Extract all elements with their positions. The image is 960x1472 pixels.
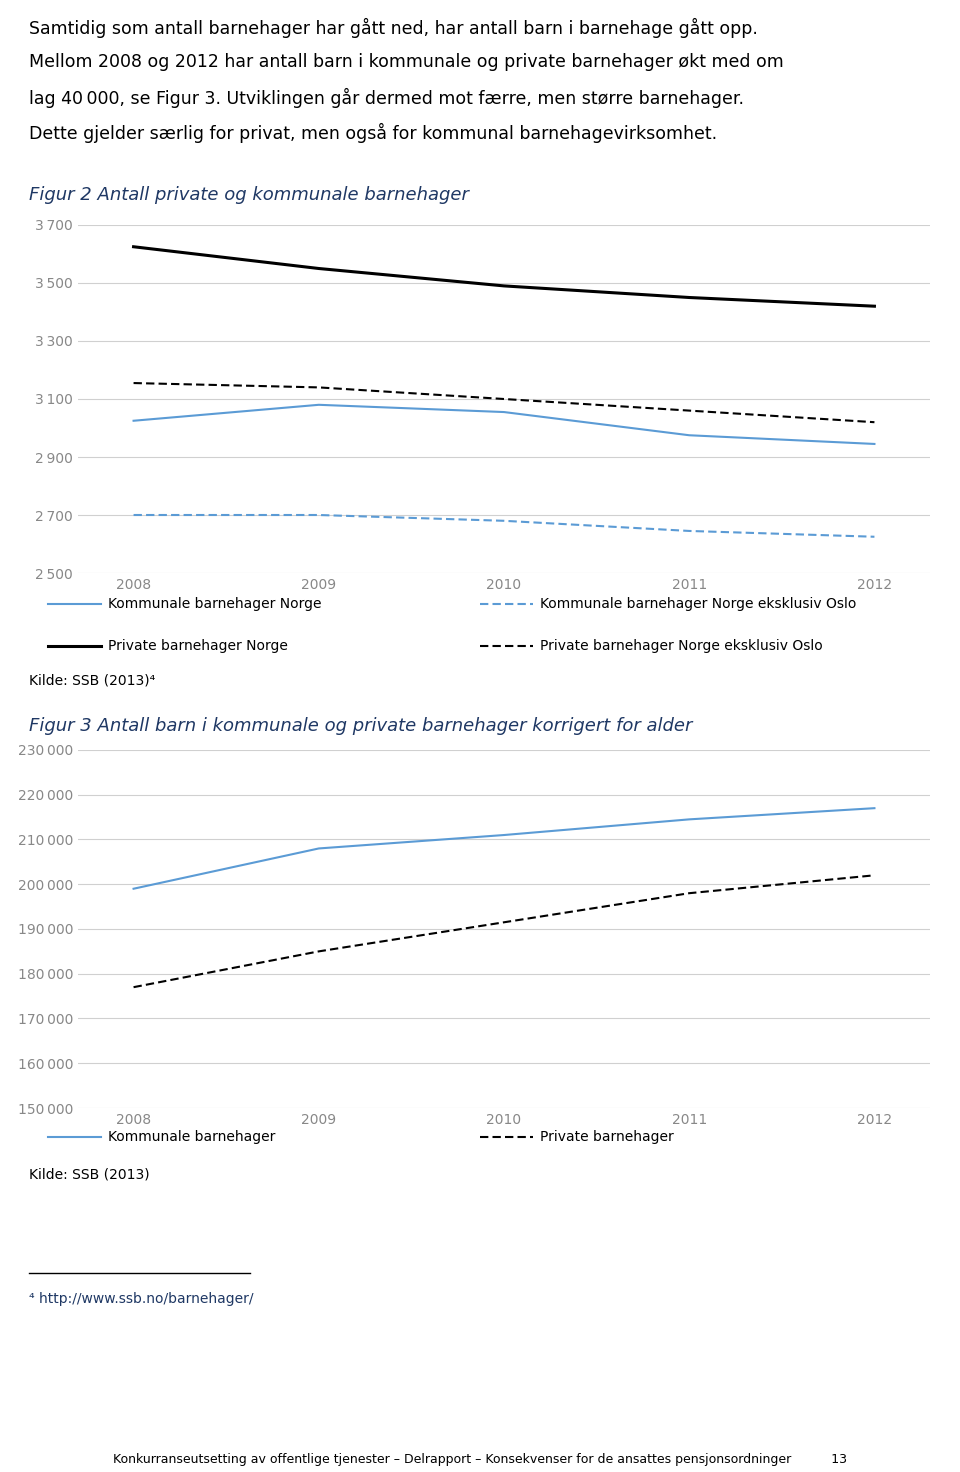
Text: Figur 3 Antall barn i kommunale og private barnehager korrigert for alder: Figur 3 Antall barn i kommunale og priva… (29, 717, 692, 735)
Text: Konkurranseutsetting av offentlige tjenester – Delrapport – Konsekvenser for de : Konkurranseutsetting av offentlige tjene… (113, 1453, 847, 1466)
Text: Dette gjelder særlig for privat, men også for kommunal barnehagevirksomhet.: Dette gjelder særlig for privat, men ogs… (29, 124, 717, 143)
Text: Private barnehager: Private barnehager (540, 1130, 674, 1144)
Text: Kommunale barnehager: Kommunale barnehager (108, 1130, 276, 1144)
Text: Samtidig som antall barnehager har gått ned, har antall barn i barnehage gått op: Samtidig som antall barnehager har gått … (29, 18, 757, 38)
Text: Kommunale barnehager Norge eksklusiv Oslo: Kommunale barnehager Norge eksklusiv Osl… (540, 598, 857, 611)
Text: lag 40 000, se Figur 3. Utviklingen går dermed mot færre, men større barnehager.: lag 40 000, se Figur 3. Utviklingen går … (29, 88, 744, 107)
Text: Mellom 2008 og 2012 har antall barn i kommunale og private barnehager økt med om: Mellom 2008 og 2012 har antall barn i ko… (29, 53, 783, 71)
Text: Figur 2 Antall private og kommunale barnehager: Figur 2 Antall private og kommunale barn… (29, 185, 468, 203)
Text: Private barnehager Norge: Private barnehager Norge (108, 639, 288, 654)
Text: Private barnehager Norge eksklusiv Oslo: Private barnehager Norge eksklusiv Oslo (540, 639, 824, 654)
Text: Kilde: SSB (2013)⁴: Kilde: SSB (2013)⁴ (29, 674, 156, 687)
Text: Kommunale barnehager Norge: Kommunale barnehager Norge (108, 598, 322, 611)
Text: Kilde: SSB (2013): Kilde: SSB (2013) (29, 1167, 150, 1181)
Text: ⁴ http://www.ssb.no/barnehager/: ⁴ http://www.ssb.no/barnehager/ (29, 1292, 253, 1306)
